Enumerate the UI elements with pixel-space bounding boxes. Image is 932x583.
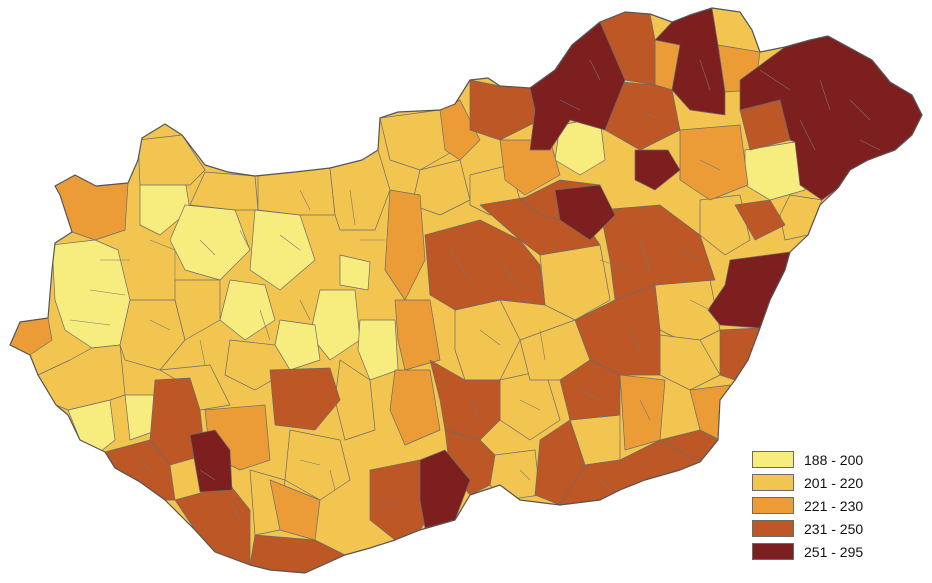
district [37, 344, 126, 411]
district [269, 367, 341, 431]
district [599, 204, 716, 301]
map-legend: 188 - 200 201 - 220 221 - 230 231 - 250 … [752, 448, 882, 563]
legend-item: 231 - 250 [752, 517, 882, 540]
district [734, 199, 786, 241]
legend-label: 221 - 230 [804, 497, 864, 514]
district [424, 219, 546, 311]
legend-swatch [752, 451, 794, 468]
district [679, 124, 749, 201]
district [137, 134, 206, 186]
legend-item: 251 - 295 [752, 540, 882, 563]
district [394, 299, 441, 371]
legend-swatch [752, 474, 794, 491]
district [357, 319, 399, 381]
legend-label: 251 - 295 [804, 543, 864, 560]
district [779, 194, 823, 241]
legend-item: 201 - 220 [752, 471, 882, 494]
district [174, 279, 221, 341]
district [54, 174, 129, 241]
district-boundaries [69, 59, 881, 521]
legend-item: 221 - 230 [752, 494, 882, 517]
legend-label: 188 - 200 [804, 451, 864, 468]
district [339, 254, 371, 291]
district [389, 369, 441, 446]
district [489, 449, 541, 501]
legend-swatch [752, 497, 794, 514]
district [384, 189, 426, 301]
district [619, 374, 666, 451]
district [379, 109, 456, 171]
district [189, 429, 233, 493]
district [274, 319, 321, 371]
district [634, 149, 681, 191]
legend-swatch [752, 543, 794, 560]
legend-label: 231 - 250 [804, 520, 864, 537]
district [174, 484, 251, 566]
legend-item: 188 - 200 [752, 448, 882, 471]
district [559, 359, 621, 421]
district [554, 184, 616, 241]
legend-swatch [752, 520, 794, 537]
district [429, 359, 501, 441]
district [219, 279, 276, 341]
legend-label: 201 - 220 [804, 474, 864, 491]
